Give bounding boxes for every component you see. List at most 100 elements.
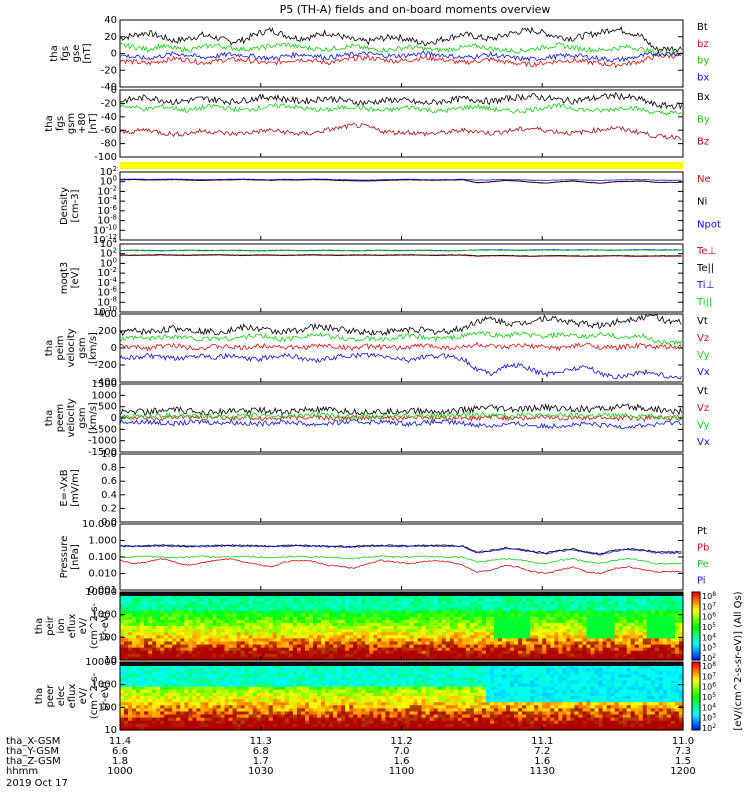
heatmap-cell [313,686,318,691]
heatmap-cell [124,616,129,621]
heatmap-cell [212,616,218,621]
heatmap-cell [678,626,684,630]
heatmap-cell [140,650,145,655]
heatmap-cell [602,613,608,618]
y-axis-label-line: tha [44,115,55,131]
heatmap-cell [566,610,571,615]
heatmap-cell [280,711,286,716]
heatmap-cell [377,610,382,615]
heatmap-cell [477,622,483,627]
heatmap-cell [236,674,242,679]
heatmap-cell [240,595,246,599]
heatmap-cell [578,656,584,661]
heatmap-cell [485,610,491,615]
heatmap-cell [304,668,310,672]
heatmap-cell [481,629,487,633]
heatmap-cell [393,610,399,615]
heatmap-cell [638,598,644,602]
heatmap-cell [252,629,258,633]
heatmap-cell [260,613,266,618]
heatmap-cell [192,638,198,643]
heatmap-cell [288,650,294,655]
heatmap-cell [284,680,290,685]
heatmap-cell [236,616,242,621]
heatmap-cell [630,604,636,609]
heatmap-cell [586,641,592,646]
heatmap-cell [345,635,350,639]
heatmap-cell [160,607,165,612]
y-tick-label: 1500 [92,379,117,390]
heatmap-cell [264,696,270,700]
heatmap-cell [485,635,491,639]
heatmap-cell [156,632,161,636]
heatmap-cell [566,644,571,649]
heatmap-cell [204,607,210,612]
heatmap-cell [518,647,523,652]
heatmap-cell [164,714,169,719]
heatmap-cell [200,720,206,725]
heatmap-cell [666,598,672,602]
heatmap-cell [385,723,391,728]
heatmap-cell [578,629,584,633]
heatmap-cell [562,604,567,609]
heatmap-cell [554,632,559,636]
heatmap-cell [224,696,230,700]
heatmap-cell [429,607,435,612]
heatmap-cell [534,601,539,605]
heatmap-cell [650,635,656,639]
heatmap-cell [232,613,238,618]
heatmap-cell [506,619,511,624]
heatmap-cell [164,610,169,615]
heatmap-cell [666,653,672,658]
heatmap-cell [128,671,133,675]
heatmap-cell [164,647,169,652]
heatmap-cell [140,668,145,672]
heatmap-cell [132,665,137,669]
heatmap-cell [152,653,157,658]
heatmap-cell [353,598,358,602]
heatmap-cell [650,638,656,643]
heatmap-cell [124,671,129,675]
heatmap-cell [296,635,302,639]
heatmap-cell [345,647,350,652]
heatmap-cell [200,629,206,633]
heatmap-cell [385,650,391,655]
heatmap-cell [341,644,346,649]
heatmap-cell [365,671,370,675]
heatmap-cell [590,647,596,652]
heatmap-cell [662,650,668,655]
heatmap-cell [622,629,628,633]
heatmap-cell [642,607,648,612]
heatmap-cell [304,680,310,685]
heatmap-cell [566,656,571,661]
heatmap-cell [337,619,342,624]
heatmap-cell [538,638,543,643]
series-line-Vy [119,330,682,346]
heatmap-cell [385,665,391,669]
heatmap-cell [630,595,636,599]
heatmap-cell [381,604,387,609]
heatmap-cell [184,632,189,636]
heatmap-cell [489,641,495,646]
heatmap-cell [228,699,234,703]
heatmap-cell [188,610,193,615]
heatmap-cell [309,692,314,697]
heatmap-cell [626,616,632,621]
heatmap-cell [445,653,451,658]
heatmap-cell [240,686,246,691]
heatmap-cell [240,656,246,661]
heatmap-cell [381,674,387,679]
heatmap-cell [120,626,125,630]
heatmap-cell [128,683,133,688]
heatmap-cell [200,610,206,615]
heatmap-cell [224,668,230,672]
heatmap-cell [192,656,198,661]
heatmap-cell [361,702,366,706]
heatmap-cell [373,638,378,643]
heatmap-cell [292,692,298,697]
heatmap-cell [200,644,206,649]
heatmap-cell [164,598,169,602]
heatmap-cell [304,699,310,703]
heatmap-cell [172,613,177,618]
heatmap-cell [506,632,511,636]
